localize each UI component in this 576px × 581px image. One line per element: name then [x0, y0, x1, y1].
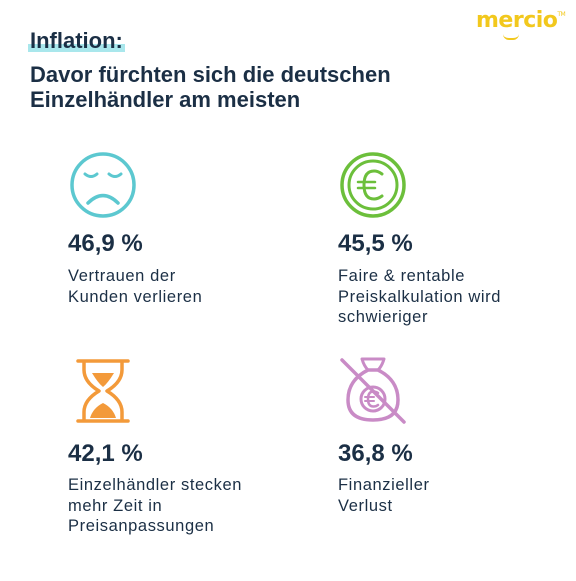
stat-percent: 45,5 %: [338, 230, 413, 257]
hourglass-icon: [76, 359, 130, 423]
stat-label: Finanzieller Verlust: [338, 476, 430, 515]
title-line-1: Davor fürchten sich die deutschen: [30, 62, 391, 87]
logo-smile-icon: [503, 34, 519, 40]
title-line-2: Einzelhändler am meisten: [30, 87, 301, 112]
stat-percent: 42,1 %: [68, 440, 143, 467]
stat-label: Vertrauen der Kunden verlieren: [68, 267, 203, 306]
trademark: TM: [557, 11, 566, 18]
page-title-highlight: Inflation:: [30, 28, 123, 53]
logo-text: mercio: [476, 8, 558, 33]
mercio-logo: mercioTM: [476, 8, 566, 40]
page-title: Davor fürchten sich die deutschen Einzel…: [30, 62, 510, 112]
crossed-money-bag-icon: [340, 357, 406, 424]
euro-coin-icon: [340, 152, 406, 218]
sad-face-icon: [70, 152, 136, 218]
stat-label: Einzelhändler stecken mehr Zeit in Preis…: [68, 476, 243, 535]
stat-percent: 36,8 %: [338, 440, 413, 467]
stat-label: Faire & rentable Preiskalkulation wird s…: [338, 267, 501, 326]
stat-percent: 46,9 %: [68, 230, 143, 257]
